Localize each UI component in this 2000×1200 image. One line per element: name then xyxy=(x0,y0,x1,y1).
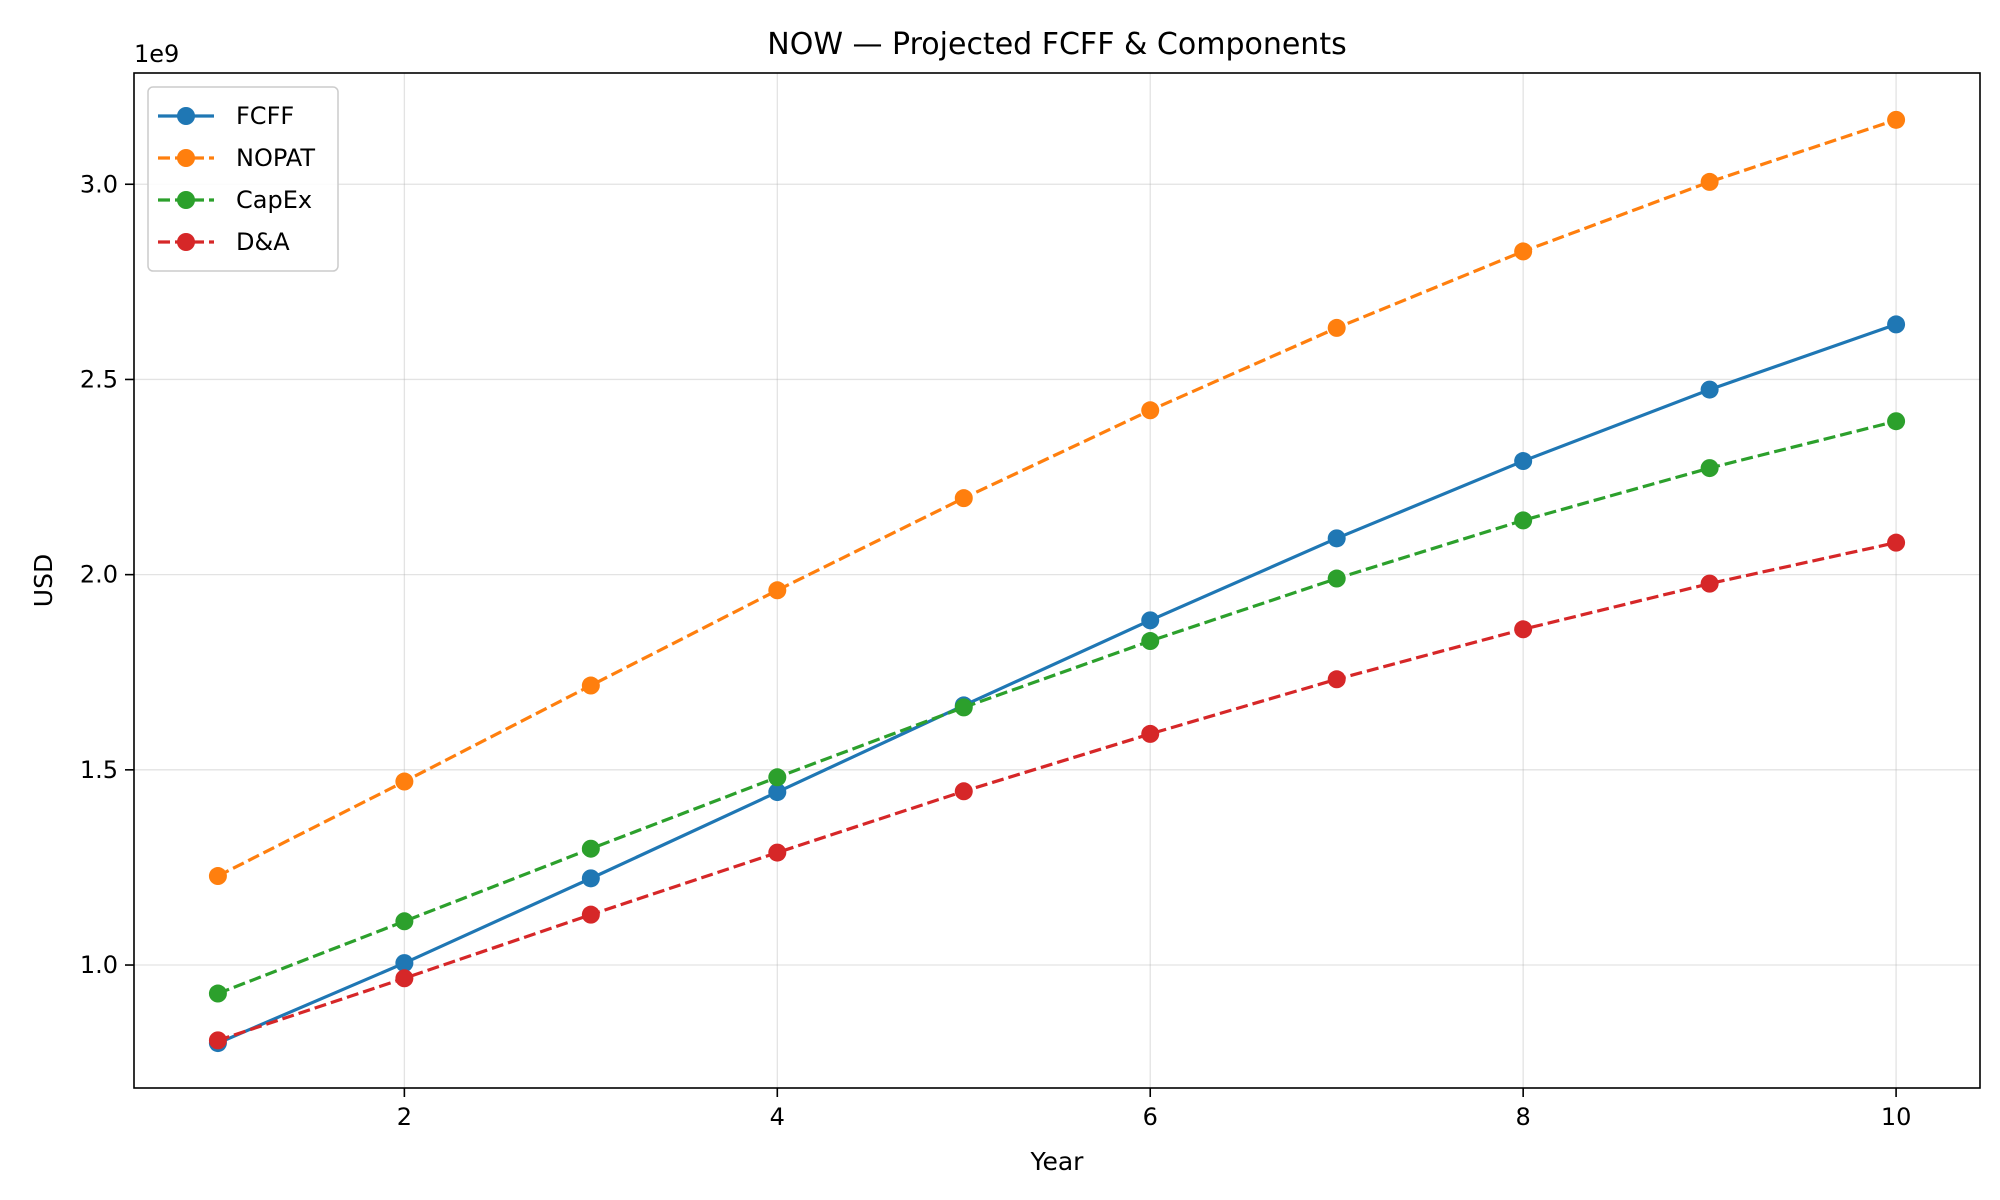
y-tick-label: 2.0 xyxy=(80,561,118,589)
data-point-fcff xyxy=(1700,380,1719,399)
data-point-nopat xyxy=(1141,401,1160,420)
legend-item-capex: CapEx xyxy=(158,186,312,214)
data-point-d-a xyxy=(208,1031,227,1050)
data-point-capex xyxy=(1327,569,1346,588)
data-point-capex xyxy=(581,839,600,858)
legend-marker xyxy=(177,107,195,125)
data-point-fcff xyxy=(395,954,414,973)
series-d-a xyxy=(208,533,1906,1050)
data-point-nopat xyxy=(768,581,787,600)
data-point-capex xyxy=(768,768,787,787)
data-point-capex xyxy=(1887,412,1906,431)
data-point-d-a xyxy=(768,843,787,862)
legend-marker xyxy=(177,149,195,167)
data-point-fcff xyxy=(1141,611,1160,630)
legend-label: NOPAT xyxy=(236,144,315,172)
x-tick-label: 4 xyxy=(770,1103,785,1131)
plot-frame xyxy=(133,72,1981,1089)
legend: FCFF NOPAT CapEx D&A xyxy=(147,86,339,272)
series-line-capex xyxy=(217,419,1897,996)
legend-item-nopat: NOPAT xyxy=(158,144,315,172)
data-point-d-a xyxy=(395,969,414,988)
series-line-fcff xyxy=(217,322,1897,1045)
y-tick-label: 1.0 xyxy=(80,951,118,979)
data-point-capex xyxy=(954,698,973,717)
x-tick-label: 2 xyxy=(397,1103,412,1131)
data-point-nopat xyxy=(1514,242,1533,261)
y-tick-label: 3.0 xyxy=(80,170,118,198)
x-tick-label: 8 xyxy=(1516,1103,1531,1131)
chart-title: NOW — Projected FCFF & Components xyxy=(767,27,1346,62)
legend-marker xyxy=(177,191,195,209)
data-point-capex xyxy=(1141,632,1160,651)
data-point-d-a xyxy=(1514,620,1533,639)
x-axis-title: Year xyxy=(1030,1147,1085,1176)
data-point-capex xyxy=(395,912,414,931)
series-nopat xyxy=(208,110,1906,886)
data-point-fcff xyxy=(768,783,787,802)
series-layer xyxy=(208,110,1906,1053)
legend-label: CapEx xyxy=(236,186,312,214)
data-point-fcff xyxy=(1514,452,1533,471)
data-point-capex xyxy=(1514,511,1533,530)
data-point-nopat xyxy=(954,489,973,508)
data-point-nopat xyxy=(395,772,414,791)
data-point-d-a xyxy=(1700,574,1719,593)
axis-ticks: 2 4 6 8 10 1.0 1.5 2.0 2.5 3.0 xyxy=(80,170,1912,1131)
data-point-fcff xyxy=(581,869,600,888)
data-point-nopat xyxy=(1887,110,1906,129)
series-line-nopat xyxy=(217,118,1897,878)
x-tick-label: 6 xyxy=(1143,1103,1158,1131)
data-point-nopat xyxy=(208,867,227,886)
legend-box xyxy=(147,86,339,272)
y-axis-offset-label: 1e9 xyxy=(134,40,179,68)
legend-label: FCFF xyxy=(236,102,294,130)
data-point-d-a xyxy=(1327,670,1346,689)
legend-item-d-a: D&A xyxy=(158,228,290,256)
grid xyxy=(134,73,1980,1088)
data-point-d-a xyxy=(1141,724,1160,743)
data-point-fcff xyxy=(1327,529,1346,548)
legend-label: D&A xyxy=(236,228,290,256)
legend-item-fcff: FCFF xyxy=(158,102,294,130)
x-tick-label: 10 xyxy=(1881,1103,1912,1131)
data-point-nopat xyxy=(1327,318,1346,337)
y-axis-title: USD xyxy=(29,554,58,607)
data-point-nopat xyxy=(581,676,600,695)
series-capex xyxy=(208,412,1906,1003)
y-tick-label: 2.5 xyxy=(80,365,118,393)
data-point-d-a xyxy=(954,782,973,801)
data-point-d-a xyxy=(1887,533,1906,552)
data-point-fcff xyxy=(1887,315,1906,334)
y-tick-label: 1.5 xyxy=(80,756,118,784)
legend-marker xyxy=(177,233,195,251)
data-point-d-a xyxy=(581,905,600,924)
data-point-capex xyxy=(208,984,227,1003)
series-line-d-a xyxy=(217,541,1897,1042)
data-point-nopat xyxy=(1700,172,1719,191)
data-point-capex xyxy=(1700,459,1719,478)
